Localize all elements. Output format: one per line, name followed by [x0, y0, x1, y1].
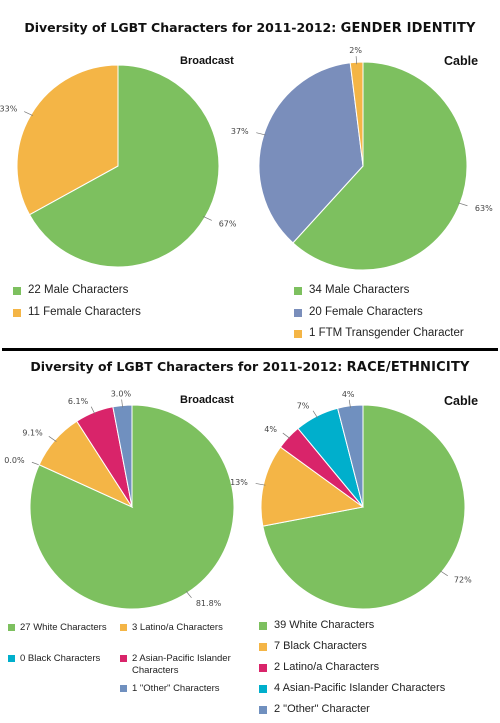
pie-value-label: 33% — [0, 104, 18, 113]
leader-line — [185, 590, 192, 599]
legend-swatch — [259, 643, 267, 651]
leader-line — [121, 399, 123, 408]
pie-value-label: 4% — [342, 390, 355, 399]
section-divider — [2, 348, 498, 351]
legend-label: 3 Latino/a Characters — [132, 622, 223, 633]
pie-cable-race: 72% 13% 4% 7% 4% — [230, 390, 472, 610]
legend-label: 34 Male Characters — [309, 284, 410, 296]
legend-label: 2 "Other" Character — [274, 703, 370, 715]
legend-swatch — [294, 330, 302, 338]
pie-value-label: 72% — [454, 576, 472, 585]
leader-line — [48, 436, 57, 442]
legend-swatch — [259, 664, 267, 672]
legend-swatch — [120, 685, 127, 692]
legend-label: 2 Latino/a Characters — [274, 661, 380, 673]
legend-item: 2 Latino/a Characters — [259, 661, 379, 673]
leader-line — [255, 483, 266, 486]
legend-label: 2 Asian-Pacific Islander Characters — [132, 653, 231, 676]
pie-value-label: 6.1% — [68, 397, 89, 406]
legend-label: 7 Black Characters — [274, 640, 367, 652]
pie-4-subtitle: Cable — [444, 394, 479, 408]
legend-item: 2 Asian-Pacific Islander Characters — [120, 653, 242, 677]
legend-item: 20 Female Characters — [294, 306, 423, 318]
legend-swatch — [120, 624, 127, 631]
legend-swatch — [294, 287, 302, 295]
legend-item: 11 Female Characters — [13, 306, 141, 318]
legend-item: 2 "Other" Character — [259, 703, 370, 715]
pie-value-label: 7% — [297, 401, 310, 410]
pie-value-label: 81.8% — [196, 599, 222, 608]
leader-line — [282, 432, 291, 439]
legend-swatch — [259, 622, 267, 630]
pie-value-label: 63% — [475, 204, 493, 213]
leader-line — [312, 410, 318, 419]
legend-item: 27 White Characters — [8, 622, 107, 633]
legend-label: 22 Male Characters — [28, 284, 129, 296]
legend-swatch — [120, 655, 127, 662]
pie-broadcast-race: 81.8% 0.0% 9.1% 6.1% 3.0% — [4, 390, 235, 610]
pie-value-label: 2% — [349, 46, 362, 55]
legend-item: 1 FTM Transgender Character — [294, 327, 464, 339]
leader-line — [203, 216, 212, 221]
legend-item: 4 Asian-Pacific Islander Characters — [259, 682, 445, 694]
legend-item: 0 Black Characters — [8, 653, 100, 664]
legend-item: 3 Latino/a Characters — [120, 622, 223, 633]
legend-label: 20 Female Characters — [309, 306, 423, 318]
legend-label: 39 White Characters — [274, 619, 375, 631]
legend-item: 7 Black Characters — [259, 640, 367, 652]
gender-identity-title-prefix: Diversity of LGBT Characters for 2011-20… — [24, 20, 341, 35]
legend-item: 1 "Other" Characters — [120, 683, 220, 694]
legend-item: 34 Male Characters — [294, 284, 409, 296]
leader-line — [90, 406, 96, 415]
pie-broadcast-gender: 67% 33% — [0, 64, 237, 268]
leader-line — [355, 56, 358, 65]
legend-swatch — [294, 309, 302, 317]
legend-label: 27 White Characters — [20, 622, 107, 633]
legend-label: 4 Asian-Pacific Islander Characters — [274, 682, 446, 694]
legend-item: 39 White Characters — [259, 619, 374, 631]
pie-value-label: 0.0% — [4, 456, 25, 465]
legend-swatch — [259, 685, 267, 693]
pie-cable-gender: 63% 37% 2% — [231, 46, 493, 271]
pie-value-label: 4% — [264, 425, 277, 434]
legend-label: 0 Black Characters — [20, 653, 101, 664]
gender-identity-title-emphasis: GENDER IDENTITY — [340, 21, 476, 36]
leader-line — [256, 132, 266, 136]
legend-label: 11 Female Characters — [28, 306, 141, 318]
leader-line — [24, 111, 33, 116]
legend-swatch — [8, 655, 15, 662]
pie-value-label: 3.0% — [111, 390, 132, 399]
pie-3-subtitle: Broadcast — [180, 394, 234, 406]
pie-value-label: 13% — [230, 478, 248, 487]
legend-swatch — [259, 706, 267, 714]
pie-value-label: 9.1% — [22, 428, 43, 437]
race-ethnicity-title: Diversity of LGBT Characters for 2011-20… — [0, 359, 500, 375]
legend-swatch — [13, 287, 21, 295]
legend-item: 22 Male Characters — [13, 284, 128, 296]
leader-line — [348, 399, 351, 408]
pie-2-subtitle: Cable — [444, 54, 479, 68]
pie-value-label: 67% — [219, 220, 237, 229]
legend-swatch — [13, 309, 21, 317]
leader-line — [439, 570, 448, 577]
legend-label: 1 FTM Transgender Character — [309, 327, 464, 339]
legend-label: 1 "Other" Characters — [132, 683, 220, 694]
legend-swatch — [8, 624, 15, 631]
race-ethnicity-title-emphasis: RACE/ETHNICITY — [346, 360, 470, 375]
pie-1-subtitle: Broadcast — [180, 55, 234, 67]
gender-identity-title: Diversity of LGBT Characters for 2011-20… — [0, 20, 500, 36]
race-ethnicity-title-prefix: Diversity of LGBT Characters for 2011-20… — [30, 359, 347, 374]
pie-value-label: 37% — [231, 127, 249, 136]
leader-line — [458, 202, 468, 207]
